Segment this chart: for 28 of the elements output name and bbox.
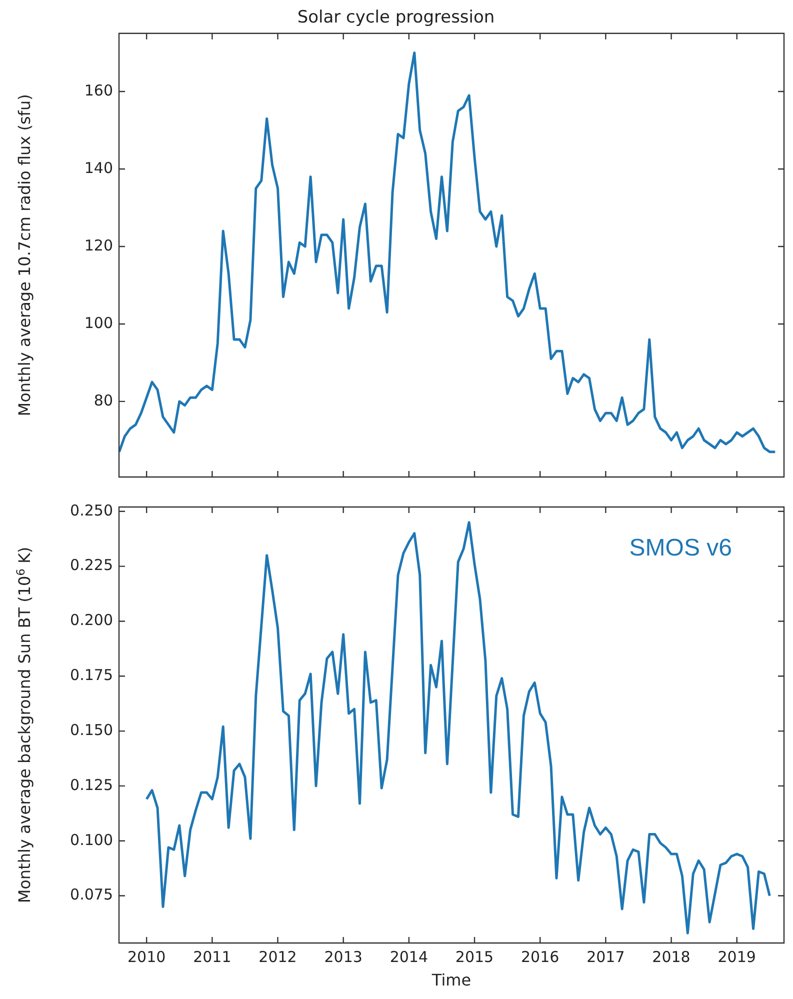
- annotation: SMOS v6: [629, 534, 732, 562]
- y-tick-label: 0.175: [70, 666, 113, 684]
- x-tick-label: 2017: [586, 948, 625, 966]
- y-tick-label: 0.125: [70, 776, 113, 794]
- x-tick-label: 2012: [258, 948, 297, 966]
- y-tick-label: 100: [84, 314, 113, 332]
- y-axis-title: Monthly average background Sun BT (106 K): [14, 546, 34, 904]
- x-tick-label: 2019: [718, 948, 756, 966]
- y-tick-label: 80: [94, 391, 113, 410]
- y-tick-label: 0.250: [70, 501, 113, 520]
- x-tick-label: 2011: [193, 948, 232, 966]
- x-tick-label: 2015: [455, 948, 494, 966]
- x-tick-label: 2014: [390, 948, 428, 966]
- x-tick-label: 2016: [521, 948, 560, 966]
- y-tick-label: 0.150: [70, 720, 113, 739]
- x-tick-label: 2018: [652, 948, 690, 966]
- x-axis-title: Time: [430, 970, 472, 990]
- y-tick-label: 120: [84, 236, 113, 254]
- y-tick-label: 0.075: [70, 886, 113, 904]
- y-axis-title: Monthly average 10.7cm radio flux (sfu): [15, 94, 34, 416]
- x-tick-label: 2010: [127, 948, 166, 966]
- y-tick-label: 140: [84, 158, 113, 177]
- y-tick-label: 0.100: [70, 830, 113, 849]
- y-tick-label: 160: [84, 81, 113, 100]
- x-tick-label: 2013: [324, 948, 362, 966]
- chart-title: Solar cycle progression: [297, 8, 495, 28]
- y-tick-label: 0.200: [70, 611, 113, 630]
- y-tick-label: 0.225: [70, 556, 113, 574]
